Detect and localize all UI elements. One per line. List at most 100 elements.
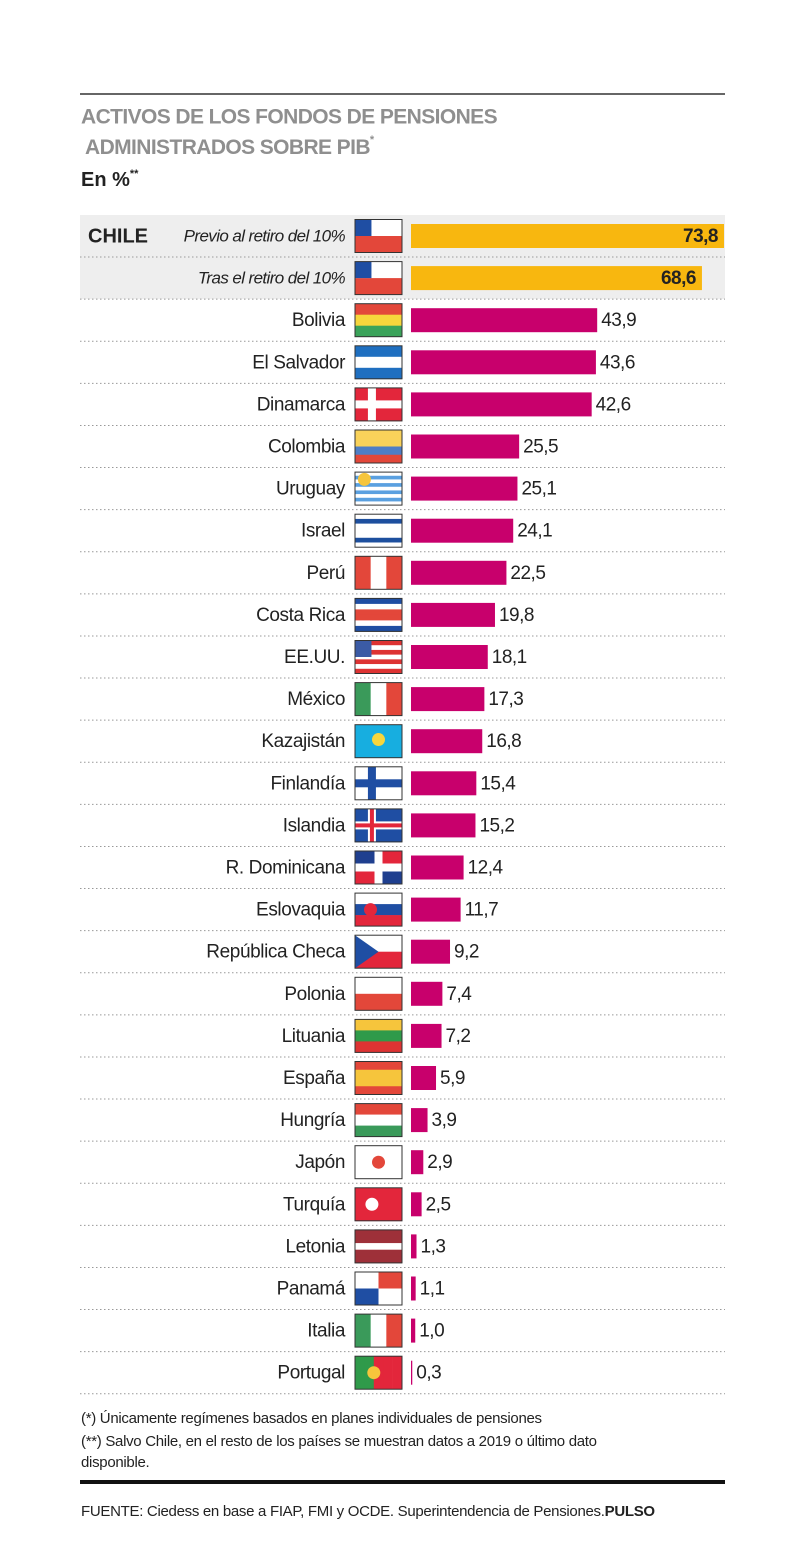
bar xyxy=(411,1108,428,1133)
flag-cross xyxy=(355,863,402,872)
flag-border xyxy=(354,1187,403,1222)
flag-border xyxy=(354,682,403,717)
bar xyxy=(411,1276,416,1301)
flag xyxy=(354,1271,403,1306)
category-label: Japón xyxy=(295,1152,345,1173)
flag-stripe xyxy=(355,649,402,655)
flag-stripe xyxy=(355,1069,402,1079)
flag-border xyxy=(354,387,403,422)
flag-border xyxy=(354,1061,403,1095)
subtitle-text: En % xyxy=(81,169,130,191)
category-label: Finlandía xyxy=(270,773,345,794)
category-label: Eslovaquia xyxy=(256,900,346,921)
category-label: Turquía xyxy=(283,1194,346,1215)
flag-stripe xyxy=(355,236,402,253)
flag-stripe xyxy=(355,479,402,484)
flag-stripe xyxy=(383,1356,393,1390)
flag-border xyxy=(354,1271,403,1306)
value-label: 73,8 xyxy=(683,226,718,247)
flag-border xyxy=(354,1313,403,1348)
flag xyxy=(354,1103,403,1138)
title-mark: * xyxy=(370,134,375,146)
flag-stripe xyxy=(355,523,402,529)
flag-canton xyxy=(355,219,372,236)
flag xyxy=(354,1187,403,1222)
flag xyxy=(354,513,403,548)
chart-title: ACTIVOS DE LOS FONDOS DE PENSIONES xyxy=(81,106,498,129)
category-label: República Checa xyxy=(206,942,346,963)
category-label: Italia xyxy=(307,1321,346,1342)
flag-stripe xyxy=(355,1086,402,1095)
value-label: 43,9 xyxy=(601,310,636,331)
value-label: 25,5 xyxy=(523,437,558,458)
flag-border xyxy=(354,345,403,380)
flag-stripe xyxy=(355,356,402,369)
flag-border xyxy=(354,219,403,253)
flag xyxy=(354,1355,403,1390)
value-label: 1,1 xyxy=(420,1279,445,1300)
flag-quad xyxy=(378,1272,402,1289)
flag-stripe xyxy=(355,682,371,716)
value-label: 19,8 xyxy=(499,605,534,626)
flag-stripe xyxy=(355,1114,402,1126)
bar xyxy=(411,771,477,796)
category-label: Colombia xyxy=(268,437,346,458)
flag-quad xyxy=(355,1272,379,1289)
bar xyxy=(411,897,461,922)
flag xyxy=(354,1145,403,1180)
subtitle-mark: ** xyxy=(130,168,139,180)
flag-border xyxy=(354,555,403,590)
brand: PULSO xyxy=(605,1503,656,1520)
flag-border xyxy=(354,261,403,296)
flag xyxy=(354,682,403,717)
bar xyxy=(411,1150,424,1175)
flag-stripe xyxy=(355,537,402,543)
flag-stripe xyxy=(355,430,402,439)
category-label: EE.UU. xyxy=(284,647,345,668)
flag-stripe xyxy=(355,556,371,590)
value-label: 68,6 xyxy=(661,268,696,289)
flag-stripe xyxy=(355,1249,402,1257)
value-label: 0,3 xyxy=(416,1363,441,1384)
flag-stripe xyxy=(355,640,402,646)
flag-stripe xyxy=(355,659,402,665)
value-label: 11,7 xyxy=(465,900,499,921)
flag-border xyxy=(354,640,403,674)
flag-stripe xyxy=(355,614,402,621)
bar xyxy=(411,981,443,1006)
flag-stripe xyxy=(355,598,402,605)
flag-border xyxy=(354,597,403,632)
bar xyxy=(411,1360,413,1385)
footnote: (**) Salvo Chile, en el resto de los paí… xyxy=(81,1433,597,1471)
category-label: Portugal xyxy=(277,1363,345,1384)
flag-stripe xyxy=(386,1314,403,1348)
value-label: 25,1 xyxy=(521,479,556,500)
subtitle: En %** xyxy=(81,168,139,191)
category-label: Israel xyxy=(301,521,345,542)
flag-stripe xyxy=(355,1103,402,1115)
flag-border xyxy=(354,1229,403,1264)
value-label: 2,5 xyxy=(426,1194,451,1215)
value-label: 7,4 xyxy=(446,984,472,1005)
category-label: México xyxy=(287,689,345,710)
category-label: Uruguay xyxy=(276,479,346,500)
flag-stripe xyxy=(355,533,402,539)
group-label: CHILE xyxy=(88,225,148,247)
flag-emblem xyxy=(372,1155,385,1169)
flag-stripe xyxy=(355,314,402,326)
flag-quad xyxy=(355,851,379,868)
flag-stripe xyxy=(355,1236,402,1244)
flag xyxy=(354,640,403,674)
category-label: Tras el retiro del 10% xyxy=(198,269,346,288)
flag-border xyxy=(354,766,403,801)
flag xyxy=(354,1313,403,1348)
flag-stripe xyxy=(355,1078,402,1087)
flag-triangle xyxy=(355,935,379,969)
category-label: Costa Rica xyxy=(256,605,346,626)
flag xyxy=(354,345,403,380)
flag-border xyxy=(354,471,403,506)
value-label: 22,5 xyxy=(510,563,545,584)
flag-stripe xyxy=(370,1314,387,1348)
